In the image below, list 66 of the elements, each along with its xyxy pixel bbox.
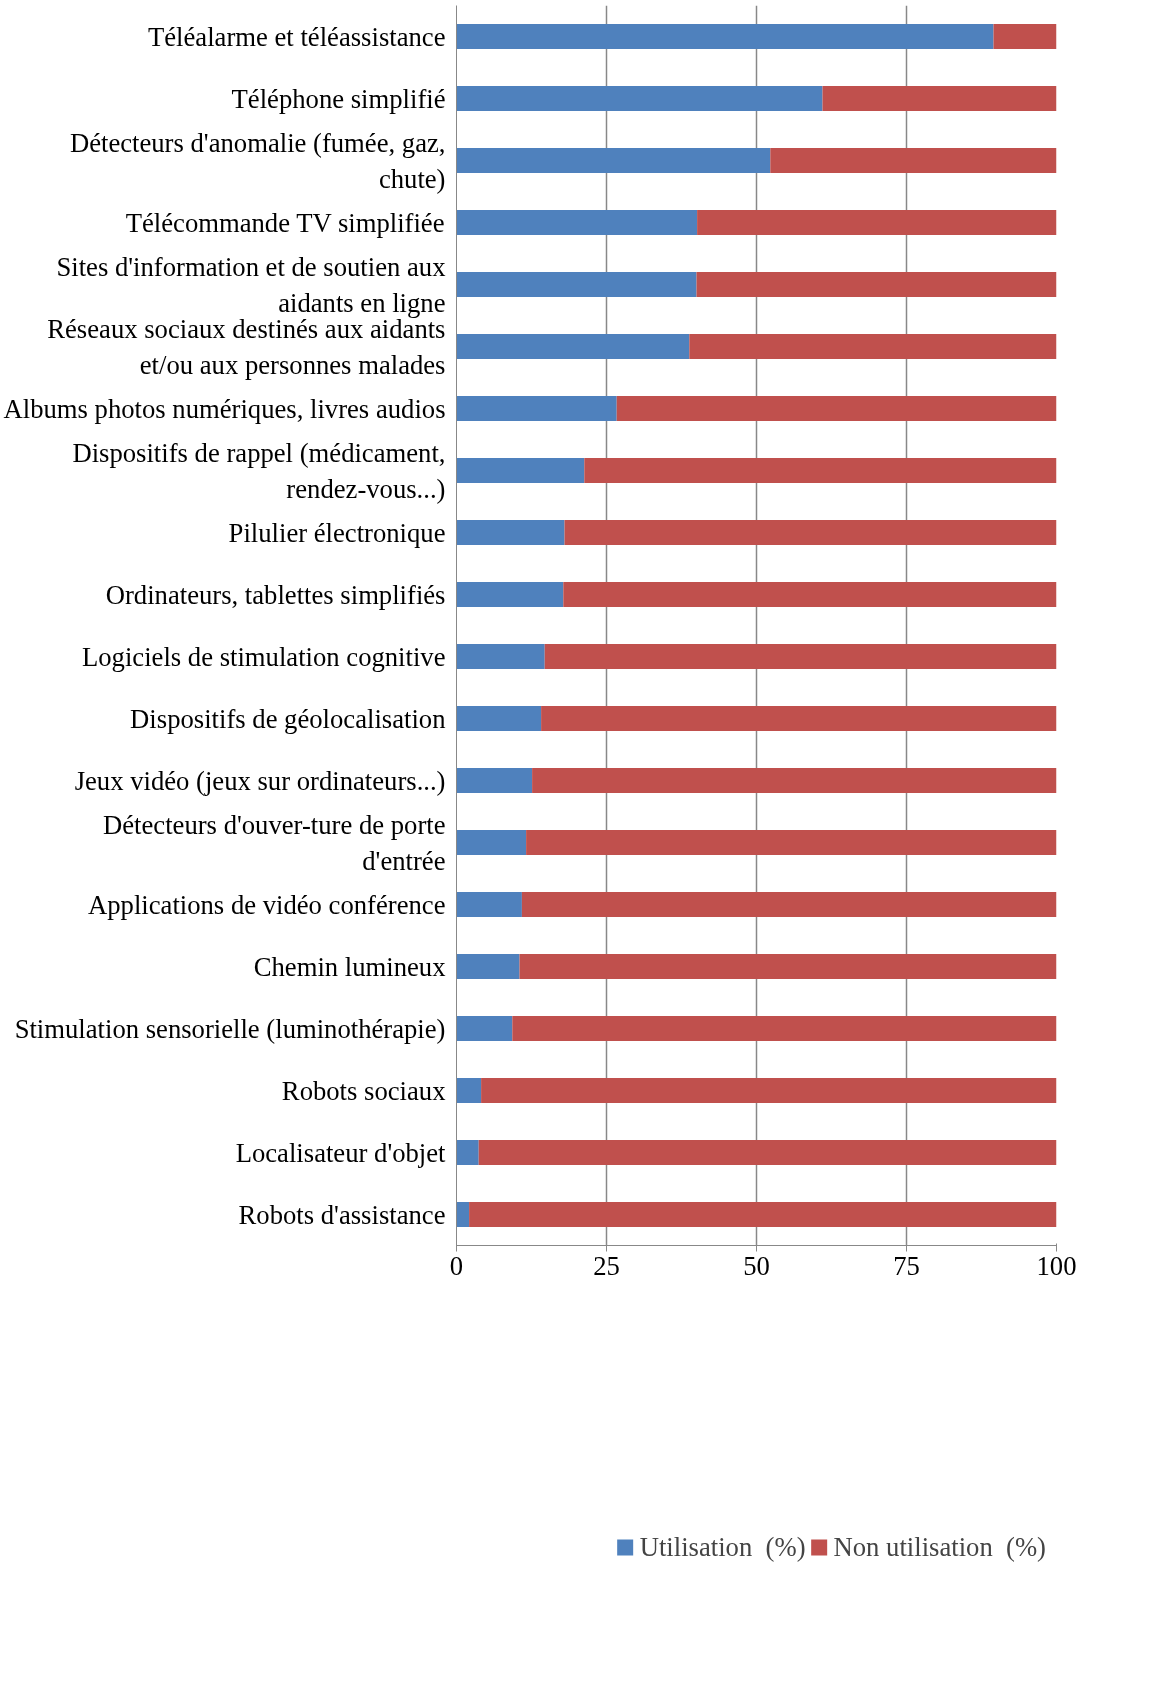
bar bbox=[456, 892, 522, 917]
legend-label: Utilisation (%) bbox=[639, 1531, 806, 1563]
y-tick-label: Jeux vidéo (jeux sur ordinateurs...) bbox=[74, 765, 446, 796]
bar bbox=[456, 830, 527, 855]
bar bbox=[456, 210, 698, 235]
x-tick-label: 100 bbox=[1036, 1250, 1077, 1281]
bar bbox=[822, 86, 1057, 111]
bar bbox=[481, 1078, 1057, 1103]
bar bbox=[456, 954, 520, 979]
bar bbox=[456, 1202, 470, 1227]
bar bbox=[697, 210, 1057, 235]
bar bbox=[532, 768, 1057, 793]
y-tick-label: Robots sociaux bbox=[281, 1075, 446, 1106]
y-tick-label: Logiciels de stimulation cognitive bbox=[82, 641, 446, 672]
bar bbox=[456, 24, 994, 49]
bar bbox=[456, 148, 771, 173]
y-tick-label: Détecteurs d'ouver-ture de porte d'entrée bbox=[103, 809, 446, 876]
bar bbox=[456, 396, 617, 421]
bar bbox=[456, 86, 823, 111]
y-tick-label: Ordinateurs, tablettes simplifiés bbox=[105, 579, 446, 610]
bar bbox=[993, 24, 1057, 49]
y-tick-label: Applications de vidéo conférence bbox=[88, 889, 446, 920]
bar bbox=[456, 1078, 482, 1103]
bar bbox=[541, 706, 1057, 731]
bar bbox=[456, 1140, 479, 1165]
bar bbox=[564, 520, 1057, 545]
y-tick-label: Télécommande TV simplifiée bbox=[125, 207, 445, 238]
y-tick-label: Téléalarme et téléassistance bbox=[148, 21, 446, 52]
y-tick-label: Dispositifs de rappel (médicament, rendez-vous...) bbox=[72, 437, 446, 504]
bar bbox=[456, 706, 542, 731]
bar bbox=[456, 334, 690, 359]
bar bbox=[544, 644, 1057, 669]
bar bbox=[770, 148, 1057, 173]
x-tick-label: 75 bbox=[893, 1250, 920, 1281]
bar bbox=[519, 954, 1057, 979]
y-tick-label: Localisateur d'objet bbox=[235, 1137, 447, 1168]
bar bbox=[563, 582, 1057, 607]
y-tick-label: Sites d'information et de soutien aux aidants en ligne bbox=[56, 251, 446, 318]
bar bbox=[696, 272, 1057, 297]
y-tick-label: Téléphone simplifié bbox=[231, 83, 446, 114]
bar bbox=[456, 458, 585, 483]
bar bbox=[456, 644, 545, 669]
y-tick-label: Stimulation sensorielle (luminothérapie) bbox=[14, 1013, 446, 1044]
x-tick-label: 0 bbox=[449, 1250, 464, 1281]
bar bbox=[469, 1202, 1057, 1227]
bar bbox=[521, 892, 1057, 917]
bar bbox=[478, 1140, 1057, 1165]
legend-label: Non utilisation (%) bbox=[833, 1531, 1046, 1563]
y-tick-label: Dispositifs de géolocalisation bbox=[130, 703, 446, 734]
y-tick-label: Chemin lumineux bbox=[253, 951, 446, 982]
bar bbox=[456, 1016, 513, 1041]
y-tick-label: Robots d'assistance bbox=[238, 1199, 446, 1230]
x-tick-label: 25 bbox=[593, 1250, 620, 1281]
y-tick-label: Détecteurs d'anomalie (fumée, gaz, chute) bbox=[69, 127, 446, 194]
bar bbox=[584, 458, 1057, 483]
y-tick-label: Pilulier électronique bbox=[228, 517, 446, 548]
y-tick-label: Albums photos numériques, livres audios bbox=[3, 393, 446, 424]
x-tick-label: 50 bbox=[743, 1250, 770, 1281]
bar bbox=[689, 334, 1057, 359]
bar bbox=[456, 582, 564, 607]
bar bbox=[526, 830, 1057, 855]
bar bbox=[512, 1016, 1057, 1041]
bar bbox=[456, 520, 565, 545]
bar bbox=[456, 272, 697, 297]
bar bbox=[616, 396, 1057, 421]
bar bbox=[456, 768, 533, 793]
